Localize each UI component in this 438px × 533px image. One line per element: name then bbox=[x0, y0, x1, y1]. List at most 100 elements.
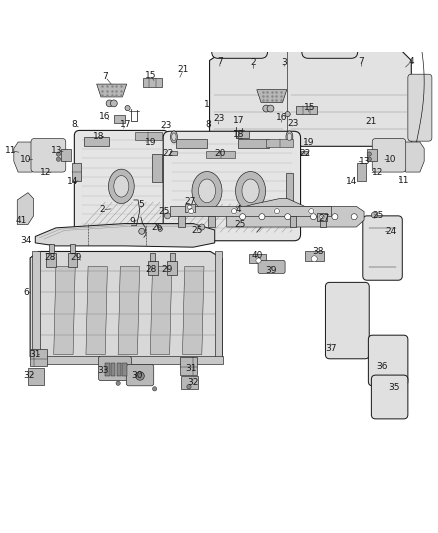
FancyBboxPatch shape bbox=[74, 131, 168, 233]
Text: 24: 24 bbox=[385, 227, 396, 236]
Circle shape bbox=[139, 228, 145, 235]
Circle shape bbox=[152, 386, 157, 391]
Bar bbox=[206, 151, 235, 158]
Polygon shape bbox=[227, 199, 364, 227]
Text: 28: 28 bbox=[145, 265, 157, 274]
Bar bbox=[114, 115, 124, 123]
Text: 35: 35 bbox=[389, 383, 400, 392]
Bar bbox=[249, 254, 266, 263]
Bar bbox=[167, 261, 177, 275]
Bar bbox=[320, 216, 326, 227]
Bar bbox=[266, 140, 293, 147]
Text: 22: 22 bbox=[299, 149, 311, 158]
Bar bbox=[238, 131, 249, 138]
Text: 19: 19 bbox=[145, 138, 156, 147]
Bar bbox=[32, 252, 40, 357]
Text: 31: 31 bbox=[29, 350, 41, 359]
FancyBboxPatch shape bbox=[368, 335, 408, 386]
Circle shape bbox=[110, 100, 117, 107]
Text: 28: 28 bbox=[45, 253, 56, 262]
FancyBboxPatch shape bbox=[99, 356, 131, 381]
Text: 30: 30 bbox=[132, 372, 143, 381]
Bar bbox=[238, 139, 269, 149]
Circle shape bbox=[367, 157, 371, 161]
Circle shape bbox=[116, 381, 120, 385]
Circle shape bbox=[188, 208, 194, 214]
Bar bbox=[148, 261, 158, 275]
FancyBboxPatch shape bbox=[126, 365, 154, 386]
Text: 17: 17 bbox=[233, 116, 244, 125]
Bar bbox=[367, 149, 377, 161]
Ellipse shape bbox=[109, 169, 134, 204]
Text: 23: 23 bbox=[213, 115, 225, 123]
Circle shape bbox=[274, 208, 279, 214]
Bar bbox=[49, 244, 54, 253]
Bar bbox=[61, 149, 71, 161]
Ellipse shape bbox=[242, 179, 259, 203]
Polygon shape bbox=[54, 266, 75, 354]
Bar bbox=[305, 251, 324, 261]
Circle shape bbox=[263, 105, 270, 112]
Text: 31: 31 bbox=[185, 364, 196, 373]
Circle shape bbox=[371, 212, 378, 218]
Circle shape bbox=[332, 214, 338, 220]
Text: 37: 37 bbox=[326, 344, 337, 352]
Text: 36: 36 bbox=[376, 361, 388, 370]
Text: 16: 16 bbox=[276, 112, 288, 122]
Circle shape bbox=[367, 152, 371, 156]
Bar bbox=[111, 362, 115, 376]
FancyBboxPatch shape bbox=[258, 261, 285, 273]
Text: 25: 25 bbox=[159, 207, 170, 216]
Text: 32: 32 bbox=[187, 378, 199, 387]
Bar bbox=[357, 164, 366, 181]
Text: 39: 39 bbox=[265, 266, 277, 275]
Circle shape bbox=[187, 205, 192, 209]
Text: 25: 25 bbox=[372, 212, 384, 220]
Polygon shape bbox=[17, 192, 34, 224]
Circle shape bbox=[57, 157, 60, 161]
Text: 7: 7 bbox=[359, 57, 364, 66]
FancyBboxPatch shape bbox=[31, 139, 66, 172]
Text: 18: 18 bbox=[233, 130, 244, 139]
Bar bbox=[300, 151, 308, 155]
Bar bbox=[170, 253, 175, 261]
Ellipse shape bbox=[114, 175, 129, 197]
Circle shape bbox=[259, 214, 265, 220]
Text: 13: 13 bbox=[51, 146, 63, 155]
Text: 23: 23 bbox=[160, 121, 171, 130]
Circle shape bbox=[106, 100, 113, 107]
Text: 29: 29 bbox=[71, 253, 82, 262]
Circle shape bbox=[311, 256, 317, 262]
Circle shape bbox=[57, 152, 60, 156]
Text: 9: 9 bbox=[129, 217, 135, 226]
Circle shape bbox=[267, 105, 274, 112]
Bar bbox=[180, 358, 197, 375]
Text: 8: 8 bbox=[205, 120, 211, 130]
Polygon shape bbox=[209, 30, 411, 147]
Circle shape bbox=[285, 111, 290, 117]
Ellipse shape bbox=[172, 133, 176, 141]
Text: 2: 2 bbox=[99, 205, 105, 214]
Text: 5: 5 bbox=[138, 200, 144, 209]
Bar bbox=[117, 362, 121, 376]
Text: 18: 18 bbox=[93, 132, 105, 141]
Bar bbox=[68, 253, 78, 266]
Text: 7: 7 bbox=[217, 57, 223, 66]
Text: 11: 11 bbox=[398, 176, 410, 185]
Circle shape bbox=[158, 227, 162, 231]
Bar bbox=[290, 216, 296, 227]
Circle shape bbox=[309, 208, 314, 214]
Bar bbox=[150, 253, 155, 261]
Bar bbox=[84, 137, 109, 147]
Text: 22: 22 bbox=[162, 149, 173, 158]
FancyBboxPatch shape bbox=[408, 74, 432, 141]
Bar bbox=[70, 244, 75, 253]
Circle shape bbox=[187, 384, 191, 389]
Ellipse shape bbox=[286, 131, 293, 143]
Text: 40: 40 bbox=[251, 251, 262, 260]
Text: 6: 6 bbox=[23, 288, 29, 297]
FancyBboxPatch shape bbox=[302, 15, 358, 58]
Polygon shape bbox=[401, 142, 424, 172]
Polygon shape bbox=[143, 78, 162, 87]
Bar bbox=[105, 362, 110, 376]
